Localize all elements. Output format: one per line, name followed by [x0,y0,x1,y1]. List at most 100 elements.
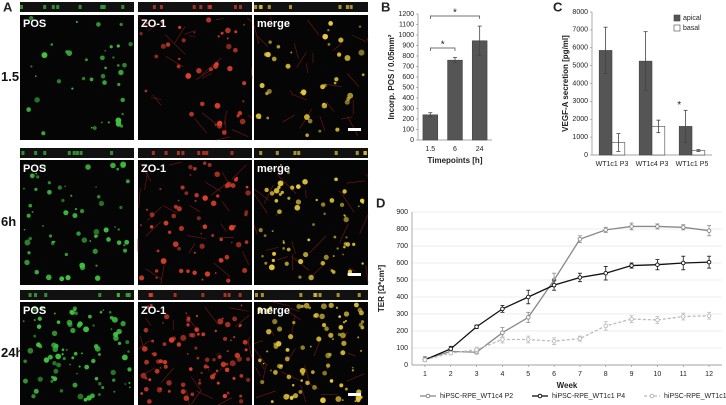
y-tick-label: 500 [402,84,414,91]
cell-border [253,348,268,366]
granule [33,334,37,338]
cell-border [247,17,253,23]
cell-border [272,301,291,307]
granule [61,198,65,203]
granule [320,397,326,404]
cell-border [304,365,311,384]
granule [327,42,331,46]
granule [214,123,218,127]
granule [185,312,188,315]
strip-speck [202,151,206,155]
granule [239,323,242,327]
granule [52,346,59,353]
granule [103,227,109,233]
granule [244,348,248,352]
cell-border [307,19,320,36]
strip-speck [164,151,168,155]
granule [124,239,130,245]
significance-bracket [429,15,481,19]
cell-border [165,34,186,55]
granule [84,58,88,62]
granule [311,370,315,374]
cell-border [264,184,274,204]
granule [331,270,336,274]
granule [123,244,126,247]
granule [261,255,264,258]
significance-bracket [429,47,456,51]
granule [147,399,152,404]
granule [313,313,318,318]
cell-border [253,193,268,214]
cell-border [213,262,231,277]
granule [320,303,327,310]
point [629,316,634,322]
granule [61,348,65,352]
granule [246,357,251,362]
strip-speck [116,293,120,297]
granule [341,399,344,402]
granule [81,76,86,81]
strip-speck [43,5,47,9]
granule [70,194,73,197]
granule [277,209,282,215]
granule [189,174,192,176]
strip-speck [254,5,258,9]
granule [322,102,325,106]
cell-border [270,16,272,22]
granule [48,234,53,238]
granule [221,130,227,135]
granule [227,65,233,72]
granule [62,357,66,361]
x-tick-label: 1.5 [425,146,435,153]
cell-border [201,72,213,79]
granule [323,212,326,216]
cell-border [309,235,327,254]
granule [102,309,105,311]
granule [43,165,46,168]
granule [294,204,301,211]
granule [50,375,54,379]
granule [312,223,315,226]
cell-border [276,174,297,194]
cell-border [255,390,276,399]
granule [101,385,105,390]
strip-speck [51,5,55,9]
granule [266,88,272,94]
granule [31,211,34,214]
strip-speck [338,5,342,9]
granule [180,382,186,388]
granule [284,356,290,362]
x-tick-label: WT1c1 P3 [596,161,629,168]
granule [162,342,167,346]
granule [216,194,220,198]
granule [308,306,312,310]
granule [300,89,307,95]
point [629,263,634,268]
granule [65,349,68,351]
series-line [424,225,710,360]
cell-border [162,205,178,214]
granule [328,332,334,338]
granule [95,264,98,267]
granule [217,318,224,325]
granule [270,400,274,404]
granule [334,177,338,182]
granule [271,56,277,62]
granule [300,304,304,309]
granule [291,384,295,387]
granule [220,31,224,35]
granule [102,80,107,85]
point [706,228,712,233]
granule [144,89,148,93]
granule [295,184,301,189]
y-axis-label: VEGF-A secretion [pg/ml] [561,35,570,132]
granule [232,376,236,380]
granule [120,97,125,103]
granule [263,234,267,238]
granule [45,274,52,281]
granule [53,312,56,315]
granule [268,264,275,271]
point [681,225,686,230]
cell-border [165,56,184,68]
granule [83,326,90,333]
